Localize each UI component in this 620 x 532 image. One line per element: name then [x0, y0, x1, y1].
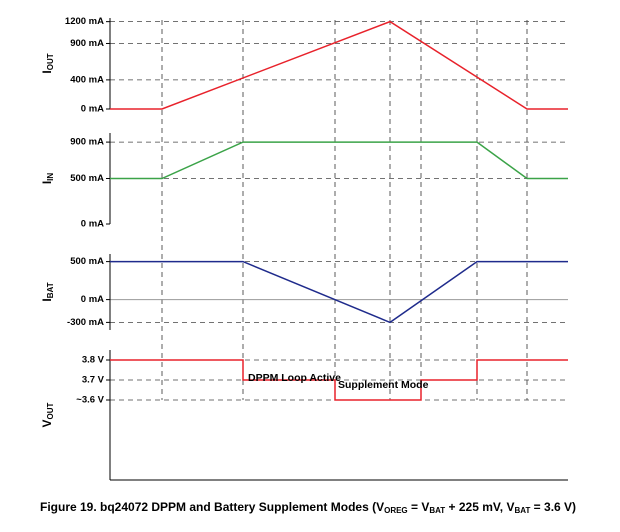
y-axis-label-main: I: [40, 181, 54, 184]
y-axis-label-sub: OUT: [46, 53, 55, 70]
y-tick-label: -300 mA: [67, 317, 104, 328]
y-axis-label: IOUT: [40, 53, 55, 73]
y-axis-label-sub: IN: [46, 173, 55, 181]
y-axis-label-main: I: [40, 298, 54, 301]
caption-text: + 225 mV, V: [445, 500, 514, 514]
y-tick-label: 0 mA: [81, 104, 104, 115]
y-tick-label: 3.7 V: [82, 375, 105, 386]
y-tick-label: 900 mA: [70, 38, 104, 49]
caption-sub: OREG: [384, 506, 408, 515]
y-tick-label: 1200 mA: [65, 16, 104, 27]
annotation: Supplement Mode: [338, 379, 429, 391]
y-tick-label: 400 mA: [70, 74, 104, 85]
caption-sub: BAT: [429, 506, 445, 515]
signal-line: [110, 20, 568, 110]
y-tick-label: 900 mA: [70, 137, 104, 148]
annotation: DPPM Loop Active: [248, 372, 341, 384]
caption: Figure 19. bq24072 DPPM and Battery Supp…: [40, 500, 576, 515]
y-axis-label: VOUT: [40, 402, 55, 427]
y-axis-label: IIN: [40, 173, 55, 185]
y-tick-label: 0 mA: [81, 219, 104, 230]
caption-text: = 3.6 V): [530, 500, 576, 514]
signal-line: [110, 260, 568, 324]
y-axis-label-sub: BAT: [46, 282, 55, 298]
y-axis-label: IBAT: [40, 282, 55, 301]
signal-line: [110, 359, 568, 401]
y-tick-label: 500 mA: [70, 256, 104, 267]
y-tick-label: ~3.6 V: [76, 395, 104, 406]
y-tick-label: 0 mA: [81, 294, 104, 305]
caption-text: Figure 19. bq24072 DPPM and Battery Supp…: [40, 500, 384, 514]
caption-text: = V: [408, 500, 430, 514]
y-axis-label-main: I: [40, 70, 54, 73]
signal-line: [110, 141, 568, 180]
y-tick-label: 500 mA: [70, 173, 104, 184]
caption-sub: BAT: [514, 506, 530, 515]
y-axis-label-sub: OUT: [46, 402, 55, 419]
y-tick-label: 3.8 V: [82, 355, 105, 366]
y-axis-label-main: V: [40, 419, 54, 427]
